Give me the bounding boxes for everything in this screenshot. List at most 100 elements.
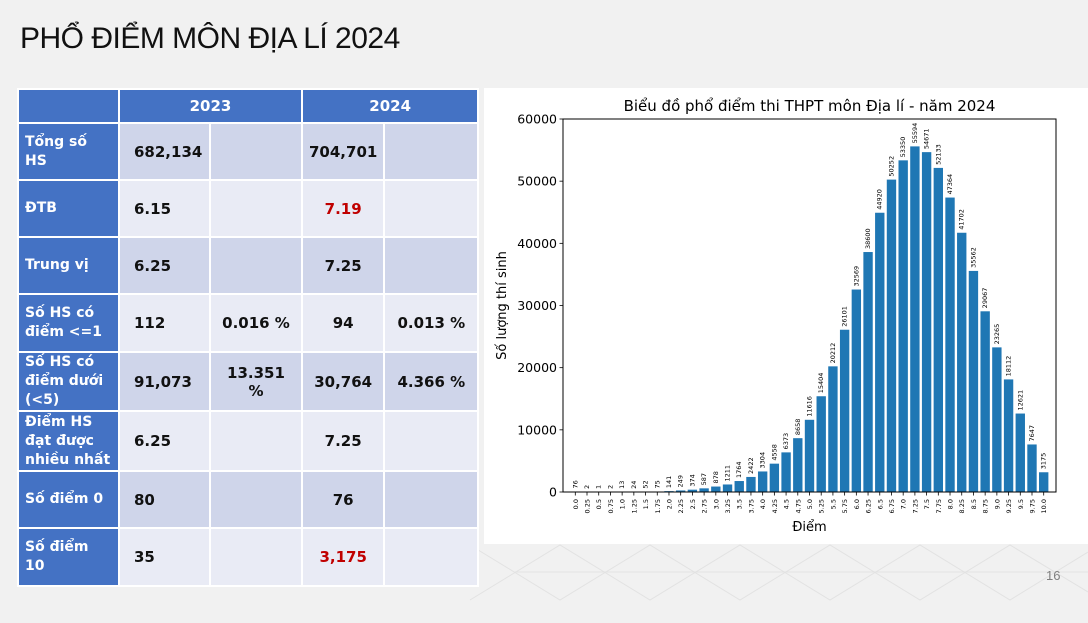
data-label: 53350	[899, 137, 907, 158]
row-label: Tổng số HS	[17, 122, 120, 181]
x-tick-label: 6.25	[865, 499, 873, 513]
data-label: 2	[583, 485, 591, 489]
bar	[781, 452, 791, 492]
bar	[1003, 379, 1014, 492]
x-tick-label: 2.5	[689, 499, 697, 509]
percent-2024	[383, 179, 480, 238]
bar	[699, 488, 709, 492]
table-body: Tổng số HS 682,134 704,701 ĐTB 6.15 7.19 Trung…	[17, 122, 480, 587]
value-2023: 112	[118, 293, 211, 353]
data-label: 26101	[841, 306, 849, 327]
value-2023: 91,073	[118, 351, 211, 412]
y-tick-label: 0	[549, 485, 557, 500]
value-2023: 682,134	[118, 122, 211, 181]
x-axis-label: Điểm	[792, 520, 826, 535]
bar	[921, 152, 932, 493]
page-number: 16	[1046, 568, 1061, 583]
percent-2024	[383, 236, 480, 295]
data-label: 249	[677, 475, 685, 487]
data-label: 878	[712, 471, 720, 483]
percent-2023	[209, 179, 303, 238]
bar	[1015, 413, 1025, 492]
x-tick-label: 10.0	[1040, 499, 1048, 513]
data-label: 20212	[829, 343, 837, 364]
bar	[851, 289, 862, 492]
bar	[722, 484, 733, 492]
percent-2023	[209, 527, 303, 587]
data-label: 3304	[759, 452, 767, 469]
data-label: 6373	[782, 433, 790, 450]
x-tick-label: 7.5	[923, 499, 931, 509]
value-2024: 94	[300, 293, 386, 353]
data-label: 29067	[981, 288, 989, 309]
bar	[910, 146, 920, 492]
data-label: 47364	[946, 174, 954, 195]
value-2023: 35	[118, 527, 211, 587]
data-label: 8658	[794, 419, 802, 436]
chart-title: Biểu đồ phổ điểm thi THPT môn Địa lí - n…	[624, 97, 996, 115]
x-tick-label: 8.0	[947, 499, 955, 509]
value-2024: 30,764	[300, 351, 386, 412]
data-label: 24	[630, 481, 638, 489]
percent-2024: 0.013 %	[383, 293, 480, 353]
header-2024: 2024	[300, 88, 480, 124]
x-tick-label: 7.75	[935, 499, 943, 513]
y-tick-label: 10000	[517, 422, 557, 437]
x-tick-label: 4.75	[794, 499, 802, 513]
bar	[945, 197, 955, 492]
x-tick-label: 3.5	[736, 499, 744, 509]
header-2023: 2023	[118, 88, 303, 124]
bar	[886, 179, 897, 492]
table-row: ĐTB 6.15 7.19	[17, 179, 480, 238]
data-label: 1764	[735, 461, 743, 478]
data-label: 587	[700, 473, 708, 485]
data-label: 3175	[1040, 453, 1048, 470]
percent-2023	[209, 236, 303, 295]
bar	[863, 252, 873, 492]
value-2024: 704,701	[300, 122, 386, 181]
bar	[687, 489, 698, 492]
table-row: Trung vị 6.25 7.25	[17, 236, 480, 295]
bar	[828, 366, 838, 492]
data-label: 1211	[724, 465, 732, 482]
x-tick-label: 1.0	[619, 499, 627, 509]
x-tick-label: 1.5	[642, 499, 650, 509]
y-tick-label: 30000	[517, 298, 557, 313]
data-label: 35562	[969, 247, 977, 268]
y-tick-label: 40000	[517, 236, 557, 251]
x-tick-label: 6.0	[853, 499, 861, 509]
x-tick-label: 5.0	[806, 499, 814, 509]
y-tick-label: 50000	[517, 174, 557, 189]
x-tick-label: 8.5	[970, 499, 978, 509]
table-header-row: 2023 2024	[17, 88, 480, 124]
y-tick-label: 20000	[517, 360, 557, 375]
y-tick-label: 60000	[517, 112, 557, 127]
y-axis-label: Số lượng thí sinh	[495, 251, 510, 360]
x-tick-label: 9.5	[1017, 499, 1025, 509]
bar	[839, 329, 850, 492]
x-tick-label: 1.25	[630, 499, 638, 513]
data-label: 41702	[958, 209, 966, 230]
row-label: ĐTB	[17, 179, 120, 238]
bar	[746, 476, 756, 492]
row-label: Số HS có điểm <=1	[17, 293, 120, 353]
table-row: Điểm HS đạt được nhiều nhất 6.25 7.25	[17, 410, 480, 472]
table-row: Số điểm 10 35 3,175	[17, 527, 480, 587]
data-label: 55594	[911, 123, 919, 144]
bar	[1027, 444, 1037, 492]
statistics-table: 2023 2024 Tổng số HS 682,134 704,701 ĐTB 6.1…	[17, 88, 480, 587]
x-tick-label: 3.25	[724, 499, 732, 513]
data-label: 50252	[887, 156, 895, 177]
data-label: 76	[571, 480, 579, 488]
bar	[933, 167, 943, 492]
data-label: 4558	[770, 444, 778, 461]
row-label: Số HS có điểm dưới (<5)	[17, 351, 120, 412]
data-label: 52	[642, 480, 650, 488]
value-2024: 76	[300, 470, 386, 529]
row-label: Trung vị	[17, 236, 120, 295]
header-empty	[17, 88, 120, 124]
x-tick-label: 3.0	[712, 499, 720, 509]
value-2023: 80	[118, 470, 211, 529]
data-label: 44920	[876, 189, 884, 210]
data-label: 374	[688, 474, 696, 486]
